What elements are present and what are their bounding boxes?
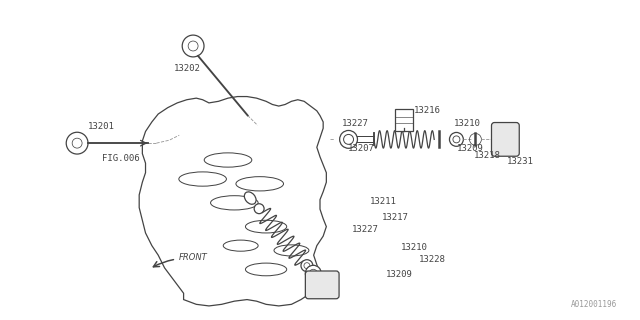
Circle shape bbox=[344, 134, 353, 144]
Ellipse shape bbox=[246, 263, 287, 276]
Circle shape bbox=[449, 132, 463, 146]
Circle shape bbox=[254, 204, 264, 214]
Text: 13209: 13209 bbox=[385, 269, 412, 278]
Circle shape bbox=[182, 35, 204, 57]
Ellipse shape bbox=[246, 220, 287, 233]
Text: 13207: 13207 bbox=[348, 144, 374, 153]
Text: 13201: 13201 bbox=[88, 122, 115, 131]
Ellipse shape bbox=[179, 172, 227, 186]
Circle shape bbox=[188, 41, 198, 51]
Text: 13202: 13202 bbox=[174, 64, 201, 73]
Ellipse shape bbox=[236, 177, 284, 191]
Text: FRONT: FRONT bbox=[179, 253, 208, 262]
Text: FIG.006: FIG.006 bbox=[102, 154, 140, 163]
Text: 13209: 13209 bbox=[457, 144, 484, 153]
Ellipse shape bbox=[244, 192, 256, 204]
Text: 13218: 13218 bbox=[474, 150, 500, 160]
Bar bbox=[395, 109, 413, 131]
Polygon shape bbox=[139, 97, 326, 306]
Text: 13228: 13228 bbox=[419, 255, 446, 264]
FancyBboxPatch shape bbox=[305, 271, 339, 299]
Text: 13211: 13211 bbox=[369, 197, 396, 206]
Text: 13227: 13227 bbox=[352, 225, 379, 234]
Circle shape bbox=[453, 136, 460, 143]
Ellipse shape bbox=[204, 153, 252, 167]
FancyBboxPatch shape bbox=[492, 123, 519, 156]
Text: 13210: 13210 bbox=[454, 119, 481, 128]
Text: A012001196: A012001196 bbox=[571, 300, 618, 309]
Circle shape bbox=[301, 260, 313, 272]
Circle shape bbox=[305, 265, 321, 281]
Text: 13210: 13210 bbox=[401, 243, 428, 252]
Ellipse shape bbox=[223, 240, 258, 251]
Circle shape bbox=[72, 138, 82, 148]
Text: 13216: 13216 bbox=[414, 106, 441, 115]
Circle shape bbox=[340, 131, 358, 148]
Text: 13231: 13231 bbox=[506, 157, 533, 166]
Text: 13217: 13217 bbox=[381, 213, 408, 222]
Circle shape bbox=[304, 263, 310, 268]
Circle shape bbox=[66, 132, 88, 154]
Ellipse shape bbox=[211, 196, 258, 210]
Circle shape bbox=[309, 269, 317, 277]
Ellipse shape bbox=[274, 245, 309, 256]
Text: 13227: 13227 bbox=[342, 119, 369, 128]
